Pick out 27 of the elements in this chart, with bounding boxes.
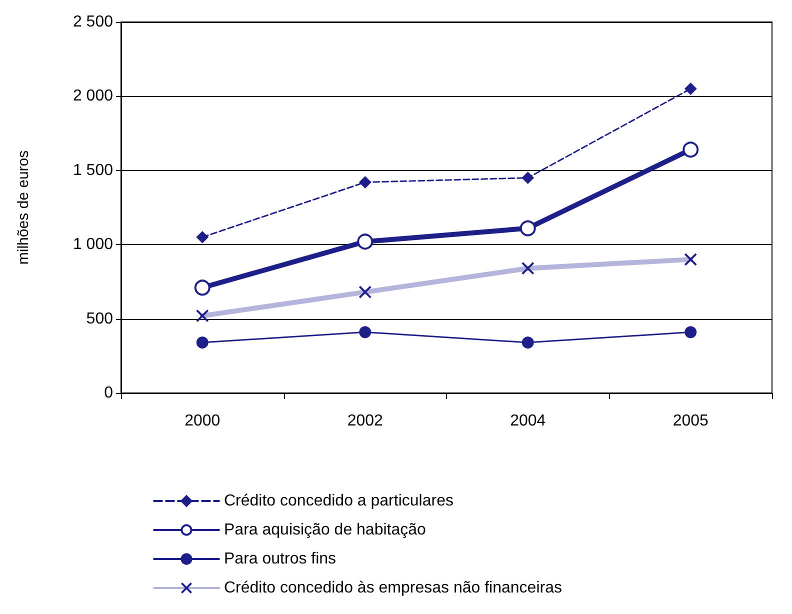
x-tick-label: 2004: [510, 412, 546, 430]
point: [520, 220, 536, 236]
point: [196, 231, 208, 244]
legend-label: Crédito concedido às empresas não financeiras: [224, 580, 562, 596]
point: [357, 234, 374, 250]
point: [359, 326, 372, 338]
x-tick-label: 2005: [672, 412, 709, 430]
point: [359, 176, 372, 188]
point: [522, 336, 534, 349]
y-tick-label: 1 500: [72, 162, 114, 179]
y-tick-label: 2 000: [72, 88, 114, 105]
point: [682, 142, 699, 158]
point: [522, 172, 534, 184]
y-tick-label: 2 500: [72, 14, 114, 30]
legend-label: Para outros fins: [224, 550, 336, 568]
y-tick-label: 500: [86, 310, 114, 328]
y-tick-label: 0: [104, 384, 114, 402]
legend-label: Crédito concedido a particulares: [224, 492, 454, 510]
point: [684, 82, 697, 95]
x-tick-label: 2000: [184, 412, 220, 430]
point: [194, 280, 210, 296]
point: [684, 326, 697, 338]
legend-label: Para aquisição de habitação: [224, 522, 426, 538]
y-tick-label: 1 000: [72, 236, 114, 254]
point: [196, 336, 208, 349]
x-tick-label: 2002: [347, 412, 384, 430]
y-axis-title: milhões de euros: [15, 150, 32, 265]
